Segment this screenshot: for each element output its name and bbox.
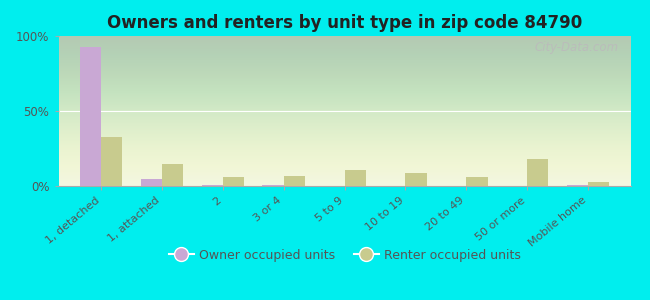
Bar [406, 172, 426, 186]
Bar [101, 136, 122, 186]
Text: City-Data.com: City-Data.com [535, 40, 619, 53]
Legend: Owner occupied units, Renter occupied units: Owner occupied units, Renter occupied un… [164, 244, 525, 267]
Bar [283, 176, 305, 186]
Bar [344, 169, 366, 186]
Title: Owners and renters by unit type in zip code 84790: Owners and renters by unit type in zip c… [107, 14, 582, 32]
Bar [263, 185, 283, 186]
Bar [223, 177, 244, 186]
Bar [202, 184, 223, 186]
Bar [466, 177, 488, 186]
Bar [162, 164, 183, 186]
Bar [80, 46, 101, 186]
Bar [140, 178, 162, 186]
Bar [567, 185, 588, 186]
Bar [588, 182, 609, 186]
Bar [527, 159, 549, 186]
